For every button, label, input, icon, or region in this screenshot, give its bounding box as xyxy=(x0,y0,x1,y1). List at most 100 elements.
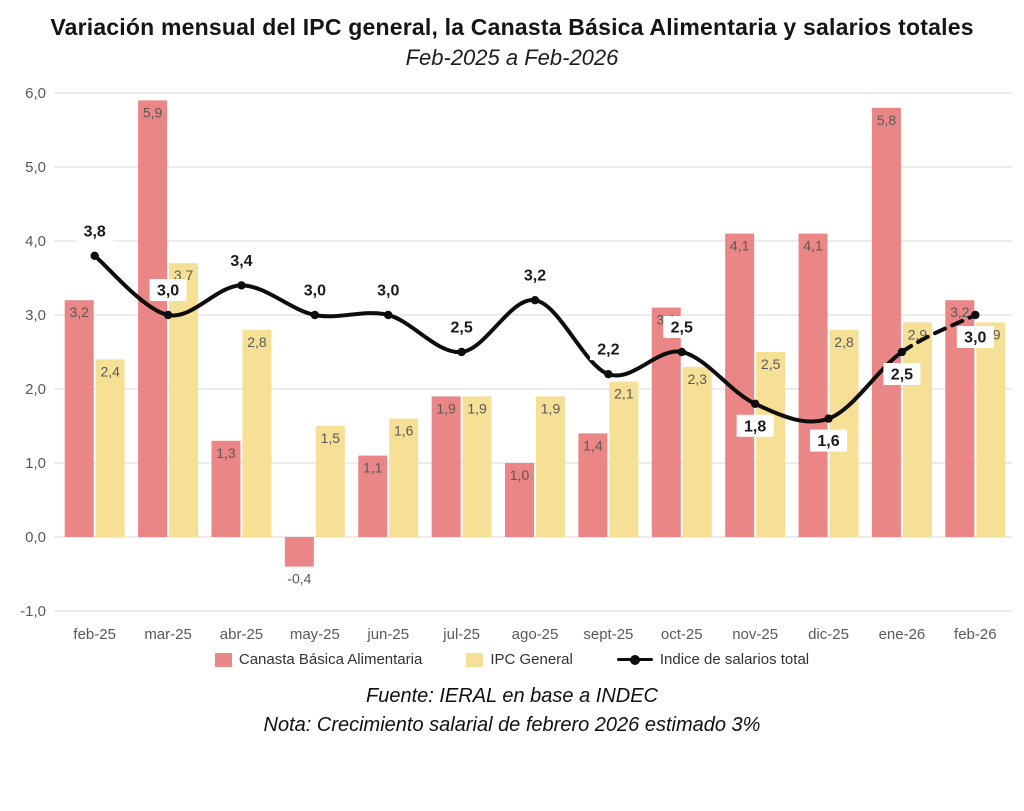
y-tick-label: -1,0 xyxy=(20,603,46,620)
salary-label-bg xyxy=(810,429,848,452)
ipc-bar-label: 2,3 xyxy=(688,371,708,387)
ipc-bar-label: 2,8 xyxy=(834,334,854,350)
source-note: Fuente: IERAL en base a INDEC xyxy=(365,685,658,708)
salary-line-point xyxy=(824,414,833,424)
cba-bar xyxy=(578,433,608,538)
salary-line-point xyxy=(971,311,980,320)
ipc-bar-label: 2,5 xyxy=(761,356,781,372)
cba-bar xyxy=(211,441,241,538)
x-axis-label: oct-25 xyxy=(661,626,703,643)
salary-line-label: 3,8 xyxy=(84,224,106,241)
salary-line xyxy=(92,254,904,424)
legend-item-cba: Canasta Básica Alimentaria xyxy=(214,651,423,669)
cba-bar xyxy=(284,537,314,567)
salary-line-point xyxy=(310,311,320,320)
ipc-bar xyxy=(95,359,125,538)
x-axis-label: ene-26 xyxy=(879,626,926,643)
ipc-bar xyxy=(389,418,419,538)
cba-bar xyxy=(871,108,901,538)
salary-line-point xyxy=(750,399,760,409)
salary-line-label: 1,6 xyxy=(817,433,839,450)
salary-label-bg xyxy=(589,338,627,361)
y-tick-label: 0,0 xyxy=(25,529,46,546)
ipc-bar-label: 2,1 xyxy=(614,386,634,402)
salary-line-label: 3,0 xyxy=(157,283,179,300)
salary-line-point xyxy=(530,296,540,305)
salary-line-point xyxy=(384,311,393,320)
salary-label-bg xyxy=(149,279,187,302)
ipc-bar-label: 1,9 xyxy=(541,401,561,417)
cba-bar xyxy=(651,307,681,538)
salary-line-swatch-icon xyxy=(616,654,653,665)
ipc-bar xyxy=(902,322,932,538)
salary-line-point xyxy=(163,311,173,320)
salary-line-label: 3,0 xyxy=(304,283,326,300)
ipc-bar xyxy=(536,396,565,538)
x-axis-label: jul-25 xyxy=(442,626,480,643)
ipc-bar-label: 1,9 xyxy=(467,401,487,417)
x-axis-label: feb-25 xyxy=(73,626,116,643)
chart-title: Variación mensual del IPC general, la Ca… xyxy=(50,14,974,40)
x-axis-label: abr-25 xyxy=(220,626,263,643)
legend-item-salary: Indice de salarios total xyxy=(616,651,810,669)
salary-label-bg xyxy=(443,316,481,339)
cba-bar xyxy=(431,396,461,538)
salary-label-bg xyxy=(76,220,114,243)
y-tick-label: 1,0 xyxy=(25,455,46,472)
salary-label-bg xyxy=(663,316,701,339)
y-tick-label: 6,0 xyxy=(25,85,46,102)
salary-line-point xyxy=(90,251,99,261)
cba-bar xyxy=(798,233,828,538)
legend-item-ipc: IPC General xyxy=(466,651,573,668)
ipc-bar xyxy=(242,330,272,538)
salary-line-label: 2,2 xyxy=(597,342,619,359)
cba-bar-label: 3,2 xyxy=(69,305,89,321)
x-axis-label: sept-25 xyxy=(583,626,633,643)
salary-line-label: 3,2 xyxy=(524,268,546,285)
cba-bar-label: 1,9 xyxy=(436,401,456,417)
cba-bar xyxy=(64,300,94,538)
salary-label-bg xyxy=(883,363,921,386)
salary-label-bg xyxy=(369,279,407,302)
cba-bar-label: 3,2 xyxy=(950,305,970,321)
cba-bar xyxy=(138,100,168,538)
cba-bar-label: 1,0 xyxy=(510,467,530,483)
ipc-variation-chart: 6,05,04,03,02,01,00,0-1,03,22,45,93,71,3… xyxy=(20,85,1012,643)
x-axis-label: mar-25 xyxy=(144,626,192,643)
ipc-bar xyxy=(315,426,345,538)
salary-line-label: 2,5 xyxy=(671,320,693,337)
legend-label-salary: Indice de salarios total xyxy=(659,651,810,669)
salary-line-point xyxy=(237,281,246,290)
ipc-bar xyxy=(462,396,492,538)
ipc-bar xyxy=(169,263,199,538)
salary-line-point xyxy=(604,370,613,379)
salary-label-bg xyxy=(956,326,994,349)
cba-bar xyxy=(358,455,388,538)
salary-label-bg xyxy=(516,264,554,287)
cba-bar-label: 4,1 xyxy=(803,238,823,254)
ipc-bar xyxy=(609,381,639,538)
salary-line-point xyxy=(457,348,466,357)
salary-line-label: 2,5 xyxy=(891,367,913,384)
salary-line-label: 3,0 xyxy=(377,283,399,300)
ipc-bar-label: 2,8 xyxy=(247,334,267,350)
chart-legend: Canasta Básica Alimentaria IPC General I… xyxy=(0,651,1024,668)
y-tick-label: 2,0 xyxy=(25,381,46,398)
cba-bar-label: 5,8 xyxy=(877,112,897,128)
x-axis-label: feb-26 xyxy=(954,626,997,643)
ipc-bar xyxy=(756,352,786,538)
salary-label-bg xyxy=(296,279,334,302)
x-axis-label: jun-25 xyxy=(366,626,409,643)
salary-label-bg xyxy=(736,415,774,438)
salary-line-label: 3,4 xyxy=(230,253,252,270)
cba-bar-label: 5,9 xyxy=(143,105,163,121)
cba-bar-label: 1,3 xyxy=(216,445,236,461)
x-axis-label: dic-25 xyxy=(808,626,849,643)
x-axis-label: may-25 xyxy=(290,626,340,643)
cba-bar xyxy=(505,463,534,538)
cba-bar-label: -0,4 xyxy=(287,571,311,587)
legend-label-cba: Canasta Básica Alimentaria xyxy=(238,651,423,669)
salary-line-estimated xyxy=(899,313,978,355)
salary-line-label: 1,8 xyxy=(744,419,766,436)
